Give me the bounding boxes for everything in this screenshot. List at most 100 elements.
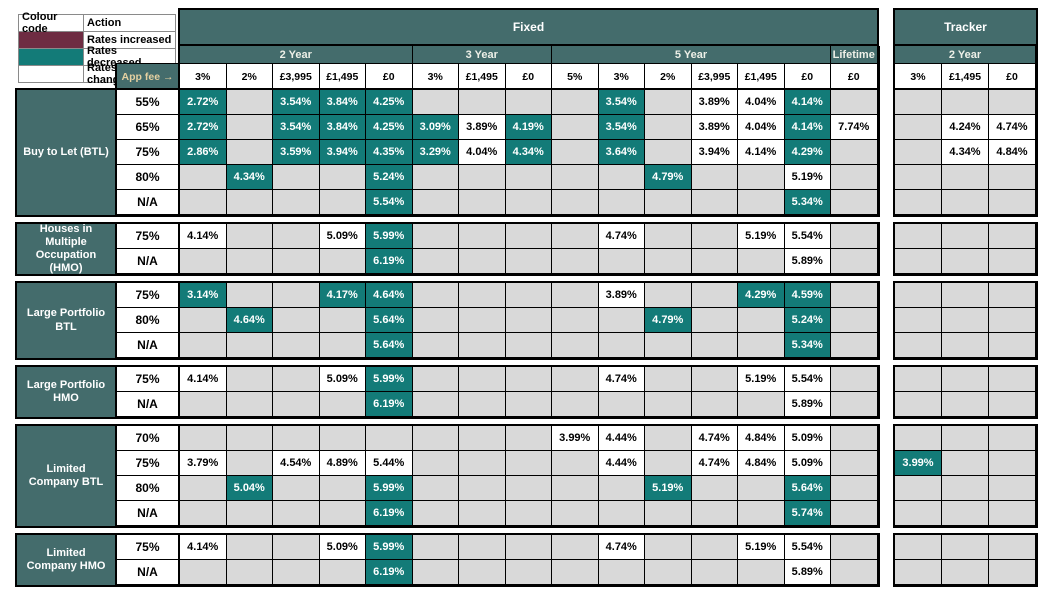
rate-cell — [227, 190, 274, 215]
rate-cell — [692, 249, 739, 274]
rate-cell: 4.74% — [599, 367, 646, 392]
legend-swatch-rates-decreased — [19, 49, 84, 66]
rate-cell — [942, 190, 989, 215]
ltv-cell: N/A — [117, 392, 180, 417]
rate-cell: 3.09% — [413, 115, 460, 140]
rate-cell — [320, 560, 367, 585]
rate-cell: 5.54% — [785, 367, 832, 392]
rate-cell — [942, 476, 989, 501]
rate-cell — [413, 501, 460, 526]
app-fee-label: App fee → — [117, 64, 180, 89]
rate-cell — [552, 333, 599, 358]
rate-cell: 4.04% — [738, 90, 785, 115]
rate-cell — [366, 426, 413, 451]
rate-cell — [227, 283, 274, 308]
rate-cell — [989, 535, 1036, 560]
rate-cell — [831, 249, 878, 274]
rate-cell — [227, 501, 274, 526]
tracker-block-large-portfolio-hmo — [893, 365, 1038, 419]
rate-cell — [895, 308, 942, 333]
rate-cell: 4.19% — [506, 115, 553, 140]
rate-cell — [599, 190, 646, 215]
ltv-cell: 55% — [117, 90, 180, 115]
rate-cell: 5.04% — [227, 476, 274, 501]
app-fee-header: £0 — [366, 64, 413, 89]
rate-cell — [459, 501, 506, 526]
rate-cell — [459, 426, 506, 451]
rate-cell — [942, 308, 989, 333]
rate-cell — [180, 190, 227, 215]
rate-cell — [413, 224, 460, 249]
rate-cell — [320, 501, 367, 526]
rate-cell — [831, 308, 878, 333]
rate-cell — [942, 224, 989, 249]
rate-cell — [552, 115, 599, 140]
rate-cell — [552, 140, 599, 165]
rate-cell: 3.29% — [413, 140, 460, 165]
rate-cell — [942, 367, 989, 392]
tracker-block-houses-in-multiple-occupation-hmo — [893, 222, 1038, 276]
block-limited-company-btl: Limited Company BTL70%3.99%4.44%4.74%4.8… — [15, 424, 880, 528]
rate-cell — [273, 501, 320, 526]
rate-cell — [459, 535, 506, 560]
rate-cell — [895, 501, 942, 526]
rate-cell — [599, 308, 646, 333]
rate-cell — [692, 283, 739, 308]
rate-cell — [895, 535, 942, 560]
rate-cell: 4.04% — [459, 140, 506, 165]
rate-cell — [227, 333, 274, 358]
app-fee-header: £0 — [785, 64, 832, 89]
rate-cell — [645, 249, 692, 274]
rate-cell — [413, 560, 460, 585]
ltv-cell: N/A — [117, 190, 180, 215]
rate-cell — [989, 190, 1036, 215]
rate-cell — [738, 392, 785, 417]
rate-cell: 5.99% — [366, 224, 413, 249]
rate-cell — [227, 140, 274, 165]
rate-cell — [273, 392, 320, 417]
rate-cell — [413, 333, 460, 358]
legend-header-action: Action — [84, 15, 176, 32]
legend-swatch-rates-increased — [19, 32, 84, 49]
rate-cell: 4.74% — [692, 451, 739, 476]
rate-cell — [320, 426, 367, 451]
rate-cell — [273, 333, 320, 358]
rate-cell — [989, 451, 1036, 476]
tracker-block-large-portfolio-btl — [893, 281, 1038, 360]
rate-cell: 5.24% — [366, 165, 413, 190]
rate-cell — [942, 333, 989, 358]
rate-cell — [506, 451, 553, 476]
rate-cell — [692, 333, 739, 358]
rate-cell: 3.54% — [599, 90, 646, 115]
fixed-section-header: Fixed — [178, 8, 879, 46]
rate-cell — [738, 165, 785, 190]
app-fee-header: 3% — [895, 64, 942, 89]
rate-cell: 4.25% — [366, 115, 413, 140]
rate-cell — [645, 190, 692, 215]
rate-cell — [459, 333, 506, 358]
rate-cell — [645, 224, 692, 249]
rate-cell: 3.59% — [273, 140, 320, 165]
rate-cell: 4.35% — [366, 140, 413, 165]
rate-cell: 5.19% — [738, 535, 785, 560]
rate-cell: 6.19% — [366, 392, 413, 417]
rate-cell — [645, 501, 692, 526]
rate-cell: 5.19% — [738, 367, 785, 392]
ltv-cell: 80% — [117, 165, 180, 190]
rate-cell: 5.09% — [320, 224, 367, 249]
ltv-cell: 75% — [117, 224, 180, 249]
rate-cell: 4.79% — [645, 308, 692, 333]
rate-cell — [645, 535, 692, 560]
rate-cell — [738, 249, 785, 274]
rate-cell: 5.99% — [366, 367, 413, 392]
rate-cell: 5.74% — [785, 501, 832, 526]
block-large-portfolio-btl: Large Portfolio BTL75%3.14%4.17%4.64%3.8… — [15, 281, 880, 360]
rate-cell: 4.59% — [785, 283, 832, 308]
rate-cell — [831, 560, 878, 585]
rate-cell — [738, 476, 785, 501]
rate-cell — [459, 476, 506, 501]
rate-cell — [459, 224, 506, 249]
rate-cell: 6.19% — [366, 501, 413, 526]
rate-cell — [942, 451, 989, 476]
rate-cell — [895, 283, 942, 308]
